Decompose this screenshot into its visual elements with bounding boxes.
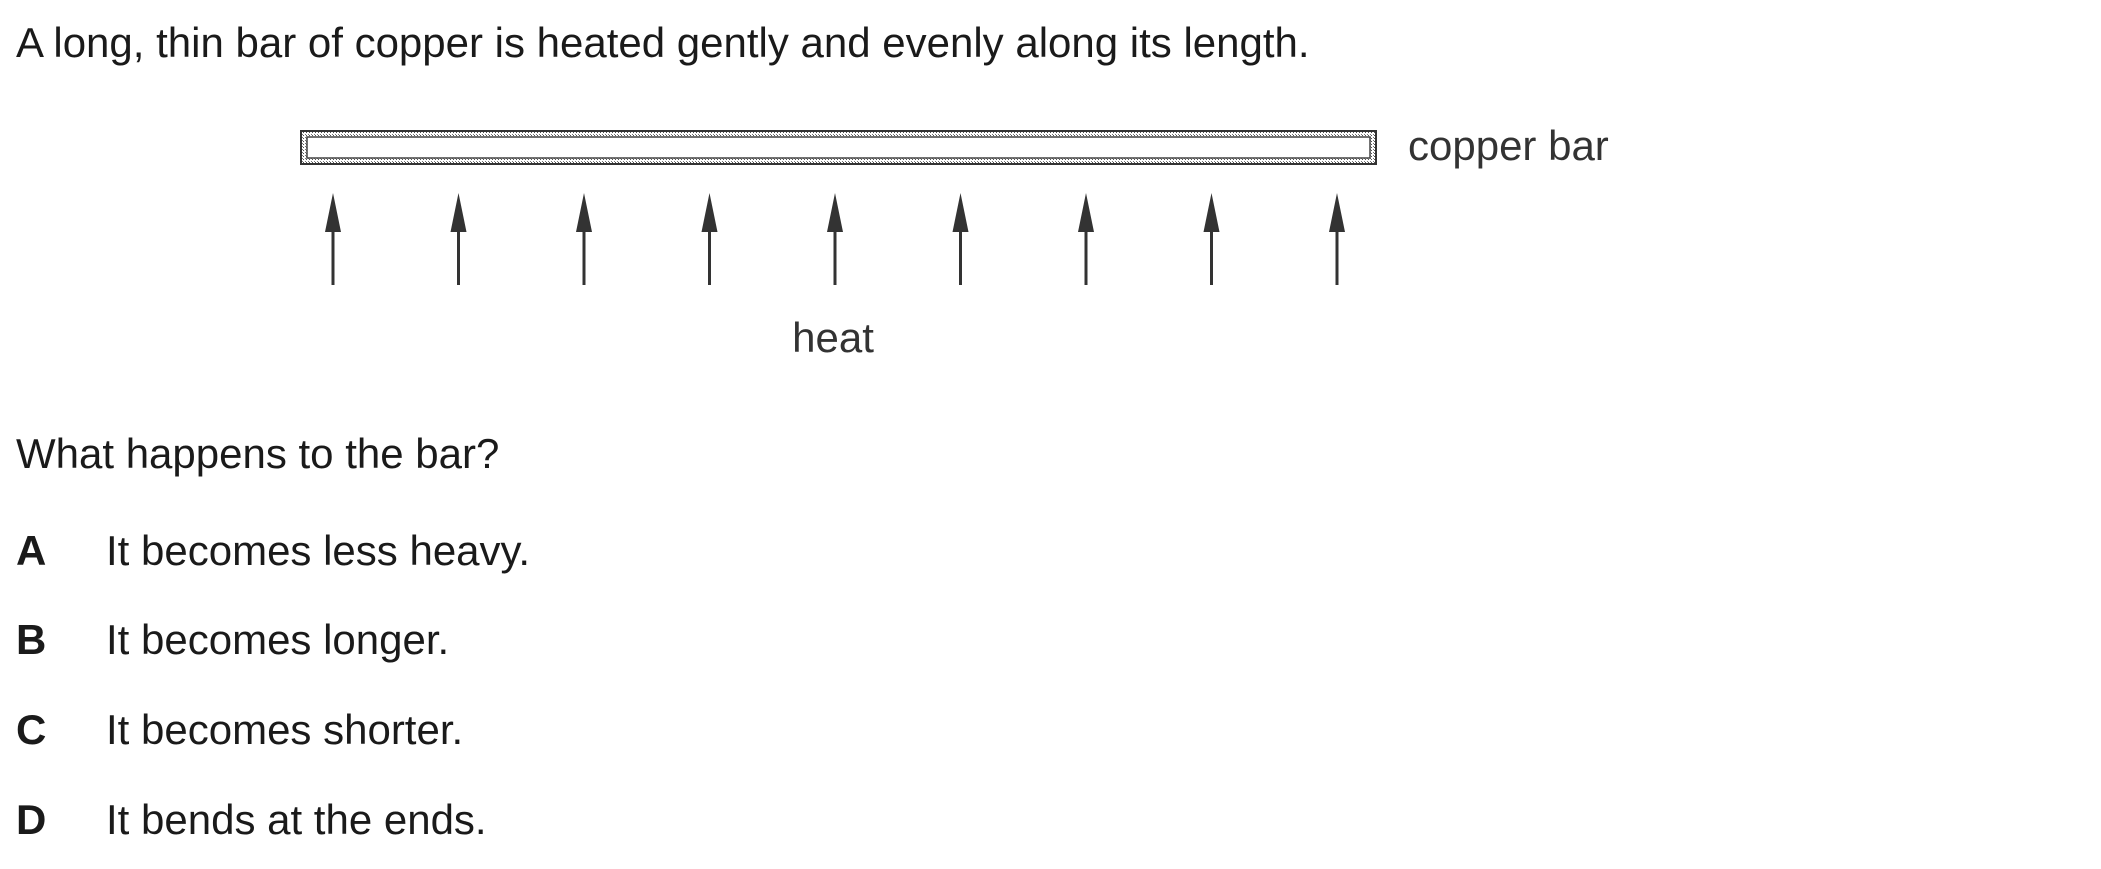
option-letter: B <box>16 616 47 663</box>
option-letter: A <box>16 527 47 574</box>
option-text: It bends at the ends. <box>106 796 487 843</box>
option-text: It becomes less heavy. <box>106 527 531 574</box>
option-letter: D <box>16 796 47 843</box>
heat-arrow <box>1078 193 1094 285</box>
question-text: What happens to the bar? <box>16 430 500 477</box>
copper-bar-label: copper bar <box>1408 122 1609 169</box>
option-text: It becomes shorter. <box>106 706 464 753</box>
option-letter: C <box>16 706 47 753</box>
heat-arrow <box>576 193 592 285</box>
heat-label: heat <box>792 314 874 361</box>
heat-arrow <box>827 193 843 285</box>
intro-text: A long, thin bar of copper is heated gen… <box>16 19 1310 66</box>
option-text: It becomes longer. <box>106 616 450 663</box>
heat-arrow <box>952 193 969 285</box>
heat-arrow <box>1329 193 1345 285</box>
heat-arrow <box>325 193 341 285</box>
heat-arrow <box>701 193 718 285</box>
heat-arrow <box>450 193 467 285</box>
copper-bar <box>300 130 1377 165</box>
heat-arrows <box>325 193 1345 285</box>
heat-arrow <box>1203 193 1220 285</box>
